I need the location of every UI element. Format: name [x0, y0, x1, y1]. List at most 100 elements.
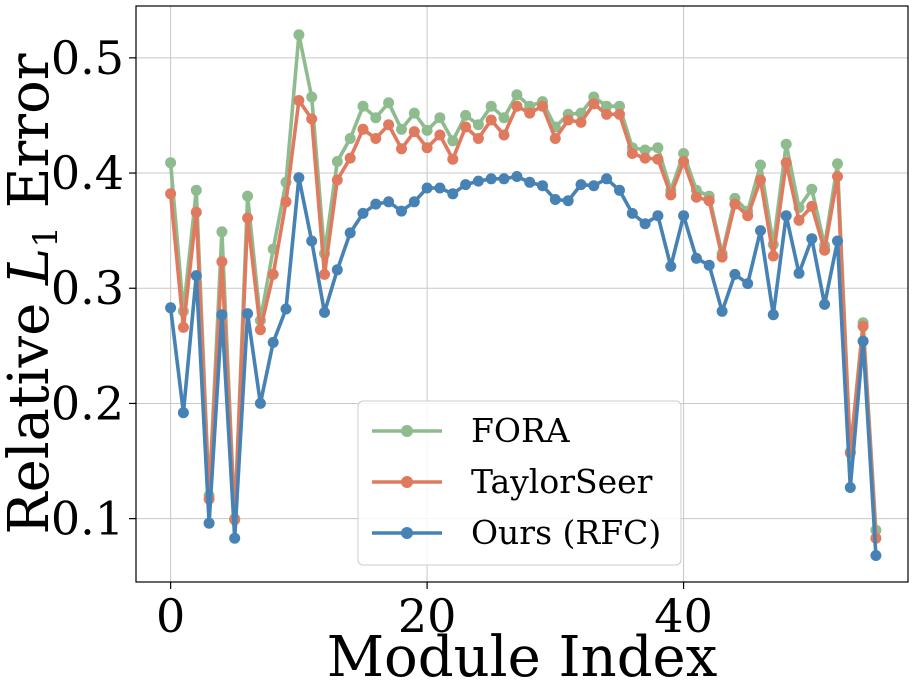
- data-point-taylorseer: [652, 153, 664, 165]
- data-point-ours-rfc: [652, 210, 664, 222]
- data-point-ours-rfc: [485, 173, 497, 185]
- data-point-taylorseer: [280, 196, 292, 208]
- data-point-ours-rfc: [844, 482, 856, 493]
- series-layer: [165, 29, 882, 561]
- data-point-taylorseer: [344, 152, 356, 164]
- data-point-ours-rfc: [678, 210, 690, 222]
- data-point-taylorseer: [806, 200, 818, 212]
- data-point-ours-rfc: [319, 306, 330, 318]
- data-point-taylorseer: [639, 152, 651, 164]
- data-point-fora: [652, 142, 664, 154]
- data-point-taylorseer: [511, 100, 523, 112]
- data-point-ours-rfc: [421, 182, 433, 194]
- legend-label: FORA: [471, 411, 571, 450]
- data-point-fora: [460, 109, 472, 121]
- y-axis-title: Relative L1 Error: [0, 53, 66, 534]
- data-point-taylorseer: [832, 171, 843, 182]
- data-point-taylorseer: [306, 113, 318, 125]
- data-point-ours-rfc: [254, 397, 266, 409]
- data-point-fora: [165, 157, 177, 169]
- data-point-ours-rfc: [832, 235, 843, 247]
- legend-label: Ours (RFC): [471, 513, 661, 552]
- data-point-ours-rfc: [870, 550, 882, 561]
- data-point-taylorseer: [370, 133, 382, 144]
- data-point-taylorseer: [793, 214, 805, 226]
- data-point-taylorseer: [267, 268, 279, 280]
- data-point-ours-rfc: [190, 270, 202, 282]
- data-point-fora: [472, 119, 484, 131]
- data-point-taylorseer: [588, 98, 600, 110]
- data-point-fora: [498, 112, 510, 124]
- y-axis-title-var: L: [0, 248, 62, 286]
- data-point-ours-rfc: [767, 309, 779, 321]
- data-point-fora: [216, 226, 228, 238]
- data-point-taylorseer: [857, 320, 869, 332]
- data-point-taylorseer: [319, 268, 330, 280]
- data-point-taylorseer: [383, 119, 395, 131]
- data-point-ours-rfc: [601, 173, 613, 185]
- series-line-taylorseer: [168, 98, 878, 539]
- data-point-ours-rfc: [665, 260, 677, 272]
- data-point-fora: [396, 123, 407, 135]
- ticks: 0 20 40 0.1 0.2 0.3 0.4 0.5: [51, 31, 713, 643]
- data-point-ours-rfc: [575, 179, 587, 191]
- y-tick-label: 0.5: [51, 31, 124, 85]
- data-point-ours-rfc: [614, 184, 625, 196]
- y-axis-title-suffix: Error: [0, 53, 62, 226]
- data-point-taylorseer: [819, 244, 831, 256]
- data-point-taylorseer: [396, 143, 407, 155]
- data-point-taylorseer: [716, 251, 728, 263]
- legend: FORA TaylorSeer Ours (RFC): [357, 400, 682, 566]
- data-point-fora: [306, 91, 318, 103]
- data-point-ours-rfc: [819, 298, 831, 310]
- data-point-taylorseer: [780, 157, 792, 169]
- data-point-fora: [344, 133, 356, 144]
- data-point-ours-rfc: [806, 233, 818, 245]
- data-point-fora: [421, 124, 433, 136]
- data-point-fora: [832, 158, 843, 170]
- y-tick-label: 0.2: [51, 376, 124, 430]
- legend-box: [357, 400, 682, 566]
- data-point-fora: [242, 190, 254, 202]
- data-point-fora: [485, 100, 497, 112]
- data-point-taylorseer: [562, 114, 574, 126]
- data-point-ours-rfc: [857, 335, 869, 347]
- data-point-fora: [511, 89, 523, 101]
- data-point-fora: [806, 183, 818, 195]
- legend-swatch-marker: [401, 527, 413, 539]
- legend-label: TaylorSeer: [471, 462, 653, 501]
- data-point-taylorseer: [421, 142, 433, 154]
- data-point-fora: [780, 138, 792, 150]
- data-point-ours-rfc: [370, 198, 382, 210]
- data-point-taylorseer: [498, 129, 510, 141]
- y-tick-label: 0.4: [51, 146, 124, 200]
- data-point-ours-rfc: [434, 182, 446, 194]
- data-point-ours-rfc: [588, 180, 600, 192]
- data-point-taylorseer: [601, 108, 613, 120]
- data-point-ours-rfc: [203, 517, 215, 529]
- data-point-taylorseer: [703, 195, 715, 207]
- data-point-fora: [639, 144, 651, 156]
- data-point-ours-rfc: [562, 195, 574, 207]
- data-point-taylorseer: [165, 188, 177, 200]
- x-axis-title: Module Index: [327, 625, 718, 690]
- data-point-ours-rfc: [293, 172, 305, 184]
- y-axis-title-sub: 1: [26, 226, 66, 248]
- data-point-fora: [190, 184, 202, 196]
- data-point-ours-rfc: [344, 227, 356, 239]
- data-point-taylorseer: [575, 116, 587, 128]
- data-point-ours-rfc: [498, 173, 510, 185]
- data-point-ours-rfc: [716, 305, 728, 317]
- data-point-taylorseer: [190, 206, 202, 218]
- data-point-taylorseer: [767, 250, 779, 262]
- data-point-ours-rfc: [447, 188, 459, 200]
- x-tick-label: 0: [156, 589, 185, 643]
- data-point-taylorseer: [485, 114, 497, 126]
- data-point-ours-rfc: [165, 302, 177, 314]
- data-point-ours-rfc: [690, 252, 702, 264]
- data-point-fora: [678, 148, 690, 159]
- data-point-ours-rfc: [780, 210, 792, 222]
- data-point-ours-rfc: [396, 205, 407, 217]
- data-point-taylorseer: [537, 100, 548, 112]
